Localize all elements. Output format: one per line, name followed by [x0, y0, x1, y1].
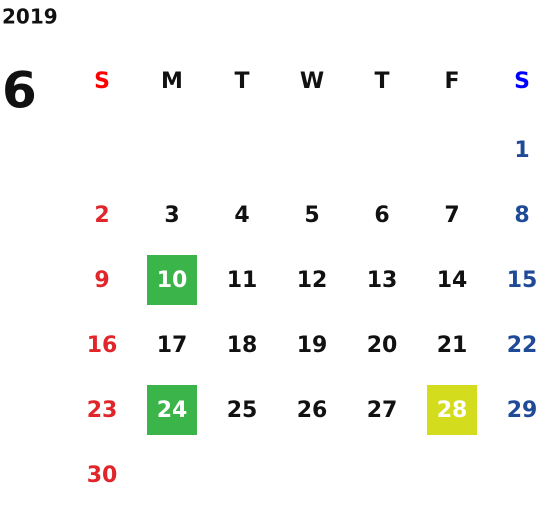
- day: 21: [437, 333, 468, 358]
- day: 10: [157, 268, 188, 293]
- weekday: F: [444, 69, 459, 94]
- day: 4: [234, 203, 249, 228]
- weekday: T: [234, 69, 249, 94]
- day: 18: [227, 333, 258, 358]
- weekday: T: [374, 69, 389, 94]
- year: 2019: [2, 5, 58, 29]
- day: 2: [94, 203, 109, 228]
- day: 3: [164, 203, 179, 228]
- day: 15: [507, 268, 538, 293]
- day: 13: [367, 268, 398, 293]
- day: 25: [227, 398, 258, 423]
- day: 29: [507, 398, 538, 423]
- day: 11: [227, 268, 258, 293]
- day: 20: [367, 333, 398, 358]
- month: 6: [2, 62, 37, 120]
- day: 28: [437, 398, 468, 423]
- day: 30: [87, 463, 118, 488]
- day: 5: [304, 203, 319, 228]
- day: 14: [437, 268, 468, 293]
- highlight: [427, 385, 477, 435]
- day: 12: [297, 268, 328, 293]
- day: 9: [94, 268, 109, 293]
- day: 8: [514, 203, 529, 228]
- day: 24: [157, 398, 188, 423]
- weekday: S: [514, 69, 530, 94]
- weekday: M: [161, 69, 183, 94]
- day: 26: [297, 398, 328, 423]
- day: 16: [87, 333, 118, 358]
- day: 22: [507, 333, 538, 358]
- weekday: W: [300, 69, 324, 94]
- day: 19: [297, 333, 328, 358]
- day: 23: [87, 398, 118, 423]
- highlight: [147, 385, 197, 435]
- day: 7: [444, 203, 459, 228]
- day: 6: [374, 203, 389, 228]
- day: 1: [514, 138, 529, 163]
- day: 27: [367, 398, 398, 423]
- day: 17: [157, 333, 188, 358]
- highlight: [147, 255, 197, 305]
- weekday: S: [94, 69, 110, 94]
